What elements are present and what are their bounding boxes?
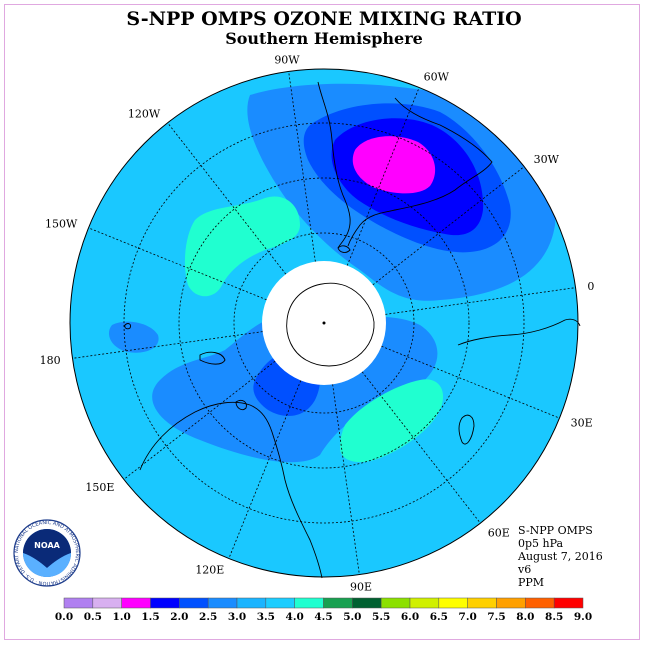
color-scale-box [438,597,468,609]
south-america-east-coast [347,97,493,247]
info-level: 0p5 hPa [518,537,564,550]
color-scale-ticks: 0.0 0.5 1.0 1.5 2.0 2.5 3.0 3.5 4.0 4.5 5.0 5.5 6.0 6… [55,611,592,623]
logo-wave-icon [23,553,71,577]
longitude-label: 150E [85,481,114,494]
meridian-line [385,287,576,315]
map-boundary [69,68,579,578]
color-scale-tick: 6.5 [430,611,448,623]
longitude-label: 30E [571,417,593,430]
color-scale-box [352,597,382,609]
color-scale-box [553,597,584,609]
color-scale-box [525,597,555,609]
color-scale-tick: 4.5 [314,611,332,623]
color-scale-tick: 8.0 [516,611,534,623]
color-scale-tick: 1.5 [141,611,159,623]
longitude-label: 90W [274,54,300,67]
color-scale-tick: 3.0 [228,611,246,623]
contour-3-0-west [108,321,159,353]
south-pole-marker [322,321,326,325]
longitude-label: 0 [587,280,594,293]
color-scale-tick: 2.5 [199,611,217,623]
color-scale-box [467,597,497,609]
australia-coast [139,401,323,579]
color-scale-tick: 4.0 [286,611,304,623]
map-title: S-NPP OMPS OZONE MIXING RATIO [126,8,522,30]
color-scale-tick: 7.0 [459,611,477,623]
color-scale-box [323,597,353,609]
info-version: v6 [518,563,532,576]
madagascar [458,414,475,445]
info-units: PPM [518,576,545,589]
logo-bird-icon [23,529,71,568]
contour-4-0-west [184,196,300,297]
longitude-label: 90E [350,580,372,593]
africa-south-coast [457,318,581,346]
meridian-line [72,331,263,359]
color-scale-box [294,597,324,609]
meridian-line [332,384,360,575]
color-scale-box [409,597,440,609]
longitude-label: 30W [534,153,560,166]
south-america-west-coast [317,81,351,249]
color-scale-box [179,597,209,609]
color-scale-box [496,597,526,609]
meridian-line [361,371,481,524]
info-panel: S-NPP OMPS 0p5 hPa August 7, 2016 v6 PPM [518,524,603,589]
contour-4-0-east [340,379,444,463]
graticule [72,71,576,575]
color-scale-boxes [63,597,584,609]
small-island [124,323,131,330]
tasmania [235,399,247,411]
color-scale-box [121,597,151,609]
meridian-line [381,345,560,419]
page-frame [4,4,640,640]
color-scale-box [380,597,411,609]
info-date: August 7, 2016 [518,550,603,563]
color-scale-tick: 0.5 [84,611,102,623]
antarctica-outline [286,282,375,367]
tierra-del-fuego [337,245,351,253]
new-zealand-north [199,351,226,365]
meridian-line [372,166,525,286]
color-scale-tick: 5.5 [372,611,390,623]
info-instrument: S-NPP OMPS [518,524,593,537]
color-scale-tick: 2.0 [170,611,188,623]
latitude-circle [233,232,415,414]
longitude-label: 120W [128,107,161,120]
color-scale-tick: 6.0 [401,611,419,623]
meridian-line [123,360,276,480]
longitude-labels: 90W 60W 30W 0 30E 60E 90E 120E 150E 180 150W 120W [40,54,595,594]
color-scale-box [236,597,267,609]
color-scale-box [265,597,295,609]
color-scale-tick: 9.0 [574,611,592,623]
longitude-label: 180 [40,354,61,367]
map-subtitle: Southern Hemisphere [225,29,423,48]
color-scale-tick: 8.5 [545,611,563,623]
color-scale-tick: 7.5 [487,611,505,623]
meridian-line [288,71,316,262]
longitude-label: 120E [195,564,224,577]
noaa-logo: NATIONAL OCEANIC AND ATMOSPHERIC ADMINIS… [12,518,81,587]
color-scale-box [92,597,122,609]
color-scale-tick: 0.0 [55,611,73,623]
longitude-label: 60W [424,70,450,83]
logo-text: NOAA [34,541,60,550]
meridian-line [167,122,287,275]
longitude-label: 60E [488,527,510,540]
color-scale-box [150,597,180,609]
color-scale-tick: 1.0 [113,611,131,623]
contour-1-5 [352,136,436,194]
color-scale-box [207,597,238,609]
latitude-circle [178,177,470,469]
color-scale-tick: 3.5 [257,611,275,623]
color-scale-tick: 5.0 [343,611,361,623]
longitude-label: 150W [45,217,78,230]
latitude-circle [123,122,525,524]
color-scale-box [63,597,94,609]
meridian-line [228,380,302,559]
